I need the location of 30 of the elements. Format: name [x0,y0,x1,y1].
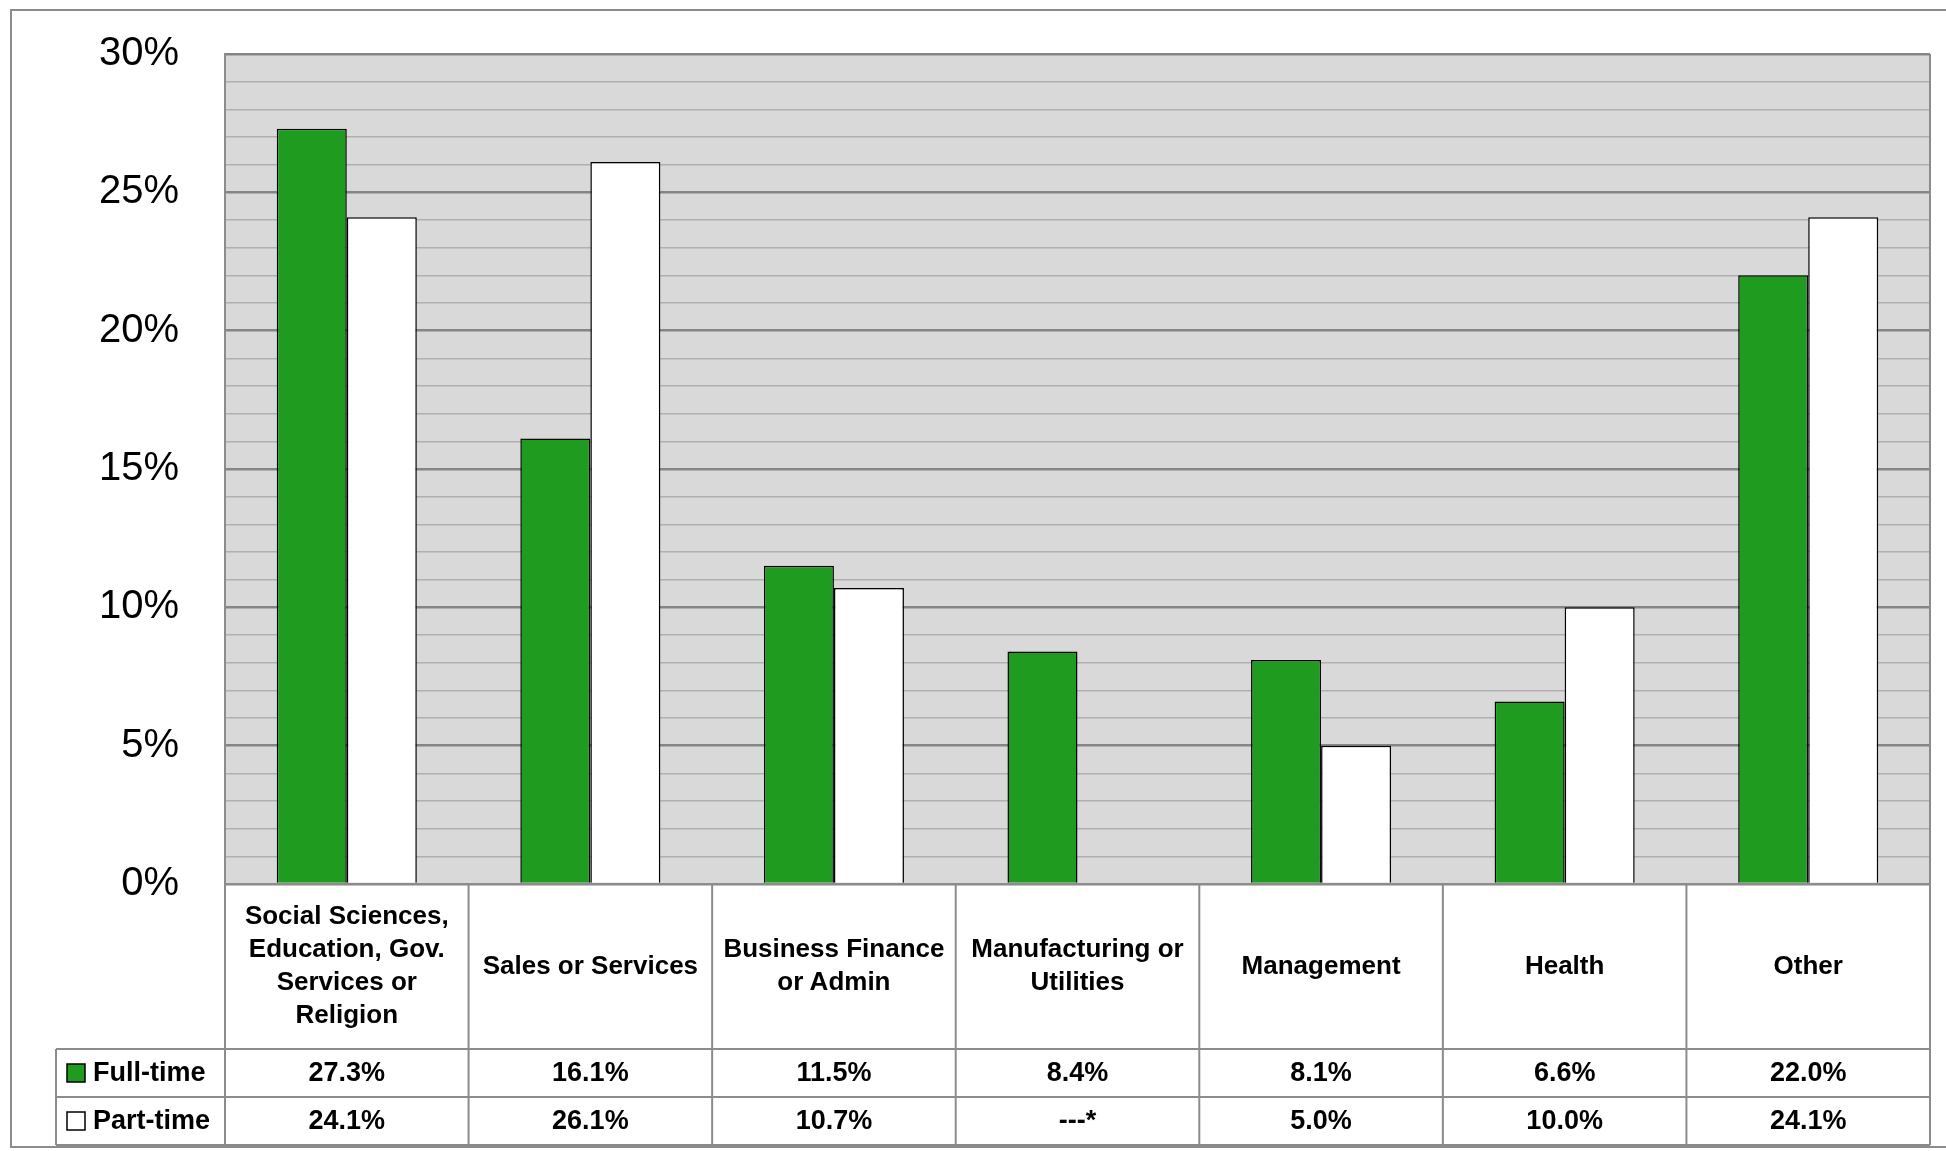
x-tick-label: Sales or Services [482,949,699,980]
y-tick-label: 30% [98,29,179,74]
y-tick-label: 15% [98,444,179,489]
data-label: 8.4% [1046,1057,1109,1088]
x-tick-label: Health [1524,949,1605,980]
x-tick-label: Manufacturing or Utilities [971,933,1184,997]
data-label: 10.7% [795,1105,873,1136]
y-tick-label: 0% [121,859,179,904]
data-label: 5.0% [1290,1105,1352,1136]
data-label: 8.1% [1290,1057,1352,1088]
data-label: 24.1% [308,1105,386,1136]
y-tick-label: 20% [98,305,179,350]
data-label: 24.1% [1769,1105,1847,1136]
x-tick-label: Social Sciences, Education, Gov. Services or Religion [244,900,449,1030]
x-tick-label: Management [1241,949,1401,980]
y-tick-label: 10% [98,582,179,627]
y-tick-label: 25% [98,167,179,212]
x-tick-label: Business Finance or Admin [723,933,945,997]
data-label: 11.5% [796,1057,872,1088]
legend-label: Part-time [93,1105,211,1136]
data-label: 22.0% [1769,1057,1847,1088]
text: ---* [1058,1105,1097,1136]
data-label: 26.1% [552,1105,629,1136]
legend-label: Full-time [93,1057,206,1088]
y-tick-label: 5% [121,720,179,765]
data-label: 16.1% [552,1057,629,1088]
data-label: 27.3% [308,1057,386,1088]
data-label: 6.6% [1533,1057,1596,1088]
data-label: 10.0% [1526,1105,1603,1136]
x-tick-label: Other [1773,949,1843,980]
